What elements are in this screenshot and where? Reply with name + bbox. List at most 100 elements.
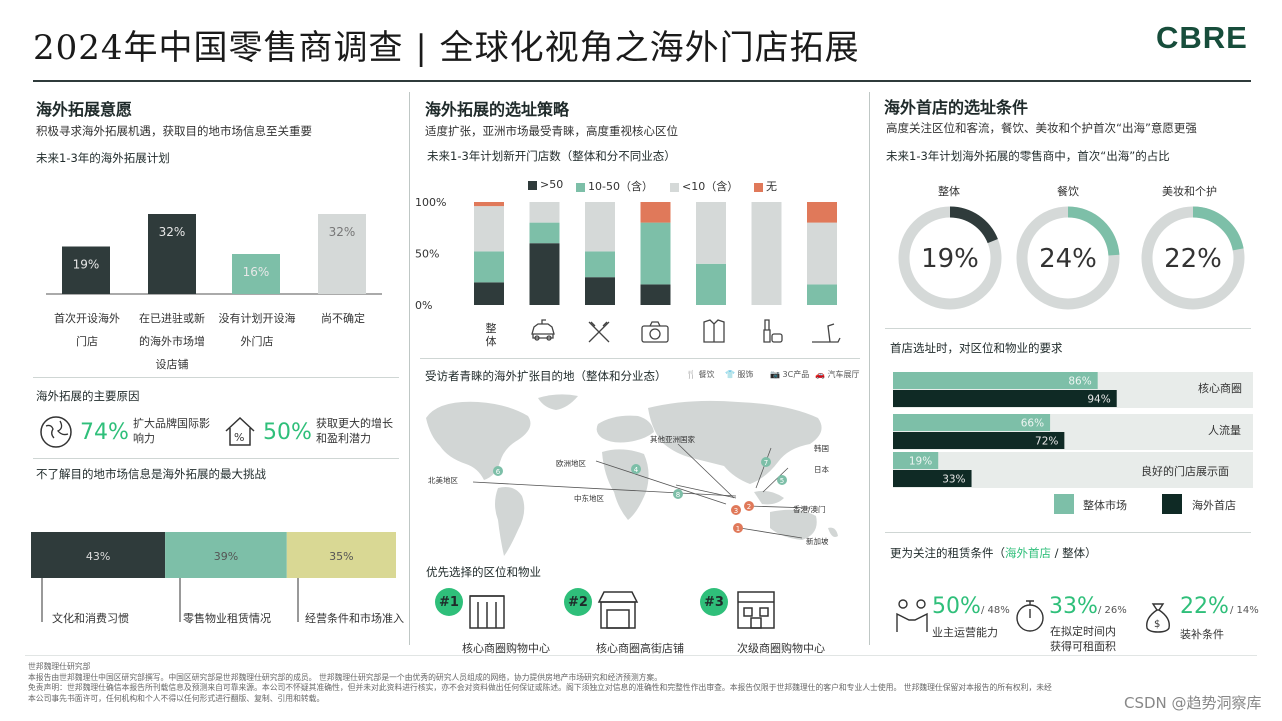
region-label: 北美地区 bbox=[428, 475, 458, 485]
lease-label: 业主运营能力 bbox=[932, 626, 998, 639]
camera-icon bbox=[641, 321, 669, 343]
region-rank: 4 bbox=[634, 466, 639, 474]
region-rank: 1 bbox=[736, 525, 740, 533]
challenge-bar-label: 39% bbox=[214, 550, 238, 563]
y-tick-label: 50% bbox=[415, 248, 439, 261]
legend-item: 10-50（含） bbox=[576, 178, 653, 194]
stacked-bar-segment bbox=[529, 222, 560, 244]
legend-item: 无 bbox=[754, 178, 777, 194]
col1-heading: 海外拓展意愿 bbox=[36, 100, 133, 119]
expansion-bar bbox=[148, 214, 196, 294]
stacked-bar-segment bbox=[529, 243, 560, 305]
footer-line: 本报告由世邦魏理仕中国区研究部撰写。中国区研究部是世邦魏理仕研究部的成员。 世邦… bbox=[28, 672, 663, 682]
stacked-bar-segment bbox=[474, 206, 504, 252]
requirement-bar-label: 94% bbox=[1087, 394, 1110, 406]
region-label: 香港/澳门 bbox=[793, 504, 826, 514]
legend-label: 海外首店 bbox=[1192, 499, 1236, 512]
expansion-bar bbox=[318, 214, 366, 294]
watermark: CSDN @趋势洞察库 bbox=[1124, 694, 1262, 712]
reason1-percent: 74% bbox=[80, 420, 129, 445]
expansion-category-label: 没有计划开设海外门店 bbox=[218, 312, 296, 348]
priority-rank-badge: #3 bbox=[700, 588, 728, 616]
expansion-bar-label: 32% bbox=[329, 225, 356, 239]
priority-title: 优先选择的区位和物业 bbox=[426, 565, 541, 579]
fork-knife-icon bbox=[588, 321, 610, 343]
legend-swatch bbox=[1162, 494, 1182, 514]
reason2-text: 获取更大的增长和盈利潜力 bbox=[316, 417, 393, 445]
stacked-bar-segment bbox=[807, 222, 837, 285]
handshake-icon bbox=[896, 599, 928, 632]
expansion-chart-title: 未来1-3年的海外拓展计划 bbox=[36, 151, 170, 165]
map-legend-item: 🚗 汽车展厅 bbox=[815, 370, 860, 379]
expansion-category-label: 尚不确定 bbox=[321, 312, 365, 325]
expansion-bar-label: 19% bbox=[73, 258, 100, 272]
legend-swatch bbox=[1054, 494, 1074, 514]
requirement-bar bbox=[893, 414, 1051, 431]
donut-value-label: 24% bbox=[1039, 244, 1097, 274]
stacked-bar-segment bbox=[640, 284, 671, 305]
priority-rank-badge: #1 bbox=[435, 588, 463, 616]
requirement-bar bbox=[893, 390, 1117, 407]
store-count-chart: 100% 50% 0% bbox=[415, 196, 841, 343]
region-rank: 6 bbox=[496, 468, 501, 476]
lease-percent: 22% bbox=[1180, 594, 1229, 619]
reasons-title: 海外拓展的主要原因 bbox=[36, 389, 140, 403]
lease-overall-percent: / 14% bbox=[1230, 605, 1259, 616]
car-icon bbox=[531, 319, 555, 341]
col3-heading: 海外首店的选址条件 bbox=[884, 98, 1029, 117]
footer-line: 世邦魏理仕研究部 bbox=[28, 662, 91, 671]
footer-divider bbox=[25, 655, 1257, 656]
header-divider bbox=[33, 80, 1251, 82]
world-map: 北美地区 欧洲地区 其他亚洲国家 中东地区 韩国 日本 香港/澳门 新加坡 6 … bbox=[426, 394, 838, 556]
challenge-bar bbox=[31, 532, 166, 578]
donut-slice bbox=[949, 206, 998, 244]
region-label: 中东地区 bbox=[574, 493, 604, 503]
stacked-bar-segment bbox=[585, 277, 615, 305]
map-title: 受访者青睐的海外扩张目的地（整体和分业态） bbox=[425, 369, 667, 383]
stacked-bar-segment bbox=[807, 284, 837, 305]
requirement-bar-label: 19% bbox=[909, 456, 932, 468]
expansion-bar-label: 16% bbox=[243, 265, 270, 279]
stacked-bar-segment bbox=[751, 202, 782, 305]
stacked-bar-segment bbox=[696, 202, 726, 264]
region-label: 欧洲地区 bbox=[556, 458, 586, 468]
lease-label: 装补条件 bbox=[1180, 628, 1224, 641]
region-rank: 3 bbox=[734, 507, 738, 515]
footer-line: 免责声明：世邦魏理仕确信本报告所刊载信息及预测来自可靠来源。本公司不怀疑其准确性… bbox=[28, 683, 1052, 692]
donut-category-label: 整体 bbox=[938, 185, 960, 198]
section-divider bbox=[885, 532, 1251, 533]
region-label: 其他亚洲国家 bbox=[650, 434, 695, 444]
challenge-bar-label: 35% bbox=[329, 550, 353, 563]
reason2-percent: 50% bbox=[263, 420, 312, 445]
challenge-category-label: 零售物业租赁情况 bbox=[183, 612, 271, 625]
house-growth-icon: % bbox=[225, 416, 255, 446]
footer: 世邦魏理仕研究部 本报告由世邦魏理仕中国区研究部撰写。中国区研究部是世邦魏理仕研… bbox=[28, 662, 1260, 704]
section-divider bbox=[33, 458, 399, 459]
cbre-logo: CBRE bbox=[1156, 20, 1248, 55]
treadmill-icon bbox=[812, 323, 841, 343]
y-tick-label: 100% bbox=[415, 196, 446, 209]
donut-category-label: 餐饮 bbox=[1057, 185, 1079, 198]
column-divider-1 bbox=[409, 92, 410, 645]
col3-subtitle: 高度关注区位和客流，餐饮、美妆和个护首次“出海”意愿更强 bbox=[886, 121, 1197, 135]
page-title: 2024年中国零售商调查 | 全球化视角之海外门店拓展 bbox=[33, 28, 860, 68]
col2-subtitle: 适度扩张，亚洲市场最受青睐，高度重视核心区位 bbox=[425, 124, 678, 138]
expansion-bar-label: 32% bbox=[159, 225, 186, 239]
requirement-bar bbox=[893, 452, 939, 469]
reason1-text: 扩大品牌国际影响力 bbox=[133, 417, 210, 445]
donut-value-label: 19% bbox=[921, 244, 979, 274]
priority-label: 核心商圈高街店铺 bbox=[596, 642, 684, 655]
expansion-category-label: 首次开设海外门店 bbox=[54, 312, 120, 348]
stopwatch-icon bbox=[1016, 600, 1044, 632]
expansion-plan-chart: 19% 32% 16% 32% bbox=[46, 214, 382, 295]
lease-overall-percent: / 48% bbox=[981, 605, 1010, 616]
requirement-category-label: 人流量 bbox=[1208, 424, 1241, 437]
legend-label: 整体市场 bbox=[1083, 499, 1127, 512]
legend-item: >50 bbox=[528, 178, 563, 191]
stacked-bar-segment bbox=[585, 251, 615, 278]
section-divider bbox=[420, 358, 860, 359]
y-tick-label: 0% bbox=[415, 299, 432, 312]
stacked-bar-segment bbox=[474, 202, 504, 207]
stacked-bar-segment bbox=[474, 282, 504, 305]
lease-label: 在拟定时间内获得可租面积 bbox=[1050, 625, 1116, 653]
